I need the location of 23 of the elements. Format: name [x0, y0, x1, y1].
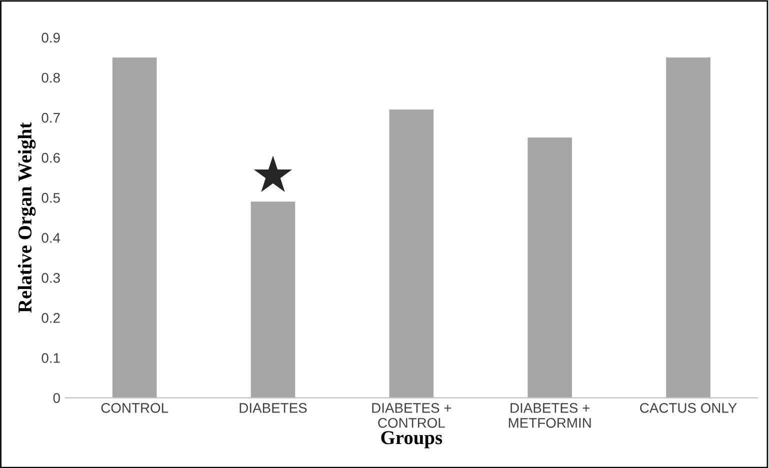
x-tick-label: CONTROL — [101, 403, 168, 413]
y-tick-label: 0.3 — [42, 273, 60, 283]
bar — [528, 138, 572, 398]
y-tick-label: 0.1 — [42, 353, 60, 363]
x-tick-label: DIABETES + CONTROL — [372, 403, 452, 428]
y-tick-label: 0.8 — [42, 72, 60, 83]
bar — [666, 57, 710, 398]
annotation: ★ — [254, 156, 292, 192]
y-tick-label: 0 — [53, 393, 60, 403]
x-axis-title: Groups — [381, 431, 442, 448]
x-tick-label: DIABETES + METFORMIN — [508, 403, 591, 428]
x-tick-label: CACTUS ONLY — [640, 403, 737, 413]
y-tick-label: 0.4 — [42, 232, 60, 243]
y-tick-label: 0.9 — [42, 32, 60, 43]
y-tick-label: 0.7 — [42, 112, 60, 123]
x-tick-label: DIABETES — [240, 403, 307, 413]
y-axis-title: Relative Organ Weight — [18, 122, 36, 313]
y-tick-label: 0.2 — [42, 313, 60, 323]
y-tick-label: 0.5 — [42, 192, 60, 203]
bar — [250, 202, 296, 398]
bar — [112, 57, 157, 398]
bar — [389, 110, 434, 398]
y-tick-label: 0.6 — [42, 152, 60, 163]
